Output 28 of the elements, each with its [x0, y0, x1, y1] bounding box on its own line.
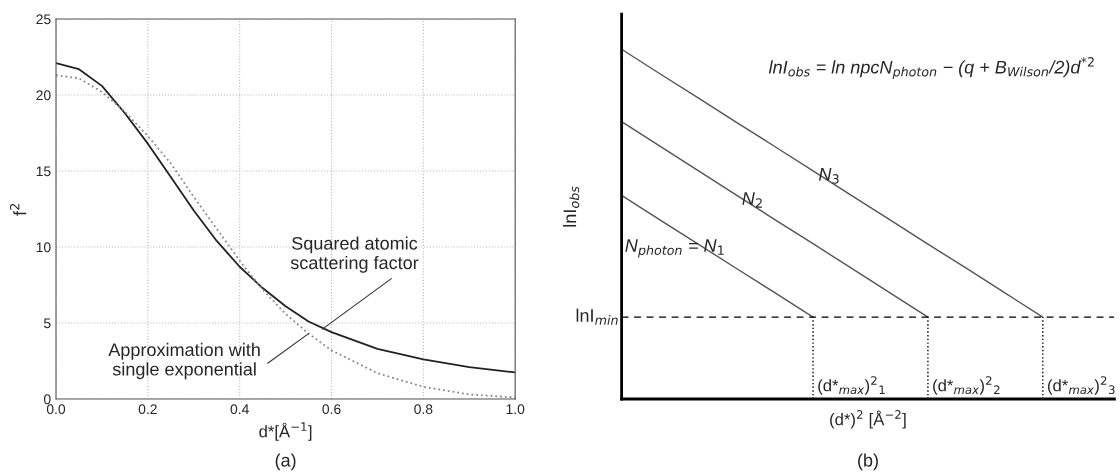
annotation: lnI$_{obs}$ = ln npcN$_{photon}$ − (q + B$_{Wilson}$/2)d$^{*2}$: [768, 57, 1094, 79]
y-axis-title: lnI$_{obs}$: [563, 186, 580, 227]
y-axis-title: f$^{2}$: [9, 203, 27, 216]
x-tick-label: 0.6: [322, 404, 341, 415]
x-tick-label: 1.0: [506, 404, 525, 415]
x-axis-title: (d*)$^{2}$ [Å$^{−2}$]: [830, 410, 906, 429]
series-label: N$_{photon}$ = N$_{1}$: [625, 239, 724, 258]
text: (a): [275, 453, 296, 471]
y-tick-label: 20: [36, 90, 51, 101]
annotation: (d*$_{max}$)$^{2}$$_{2}$: [933, 376, 1000, 395]
ref-line-label: lnI$_{min}$: [576, 308, 618, 325]
y-tick-label: 0: [43, 394, 51, 405]
annotation: (d*$_{max}$)$^{2}$$_{1}$: [818, 376, 885, 395]
x-tick-label: 0.4: [230, 404, 249, 415]
y-tick-label: 15: [36, 166, 51, 177]
annotation: Squared atomic scattering factor: [290, 236, 419, 273]
y-tick-label: 10: [36, 242, 51, 253]
x-tick-label: 0.2: [138, 404, 157, 415]
x-tick-label: 0.8: [414, 404, 433, 415]
series-label: N$_{3}$: [818, 168, 839, 184]
x-tick-label: 0.0: [46, 404, 66, 415]
y-tick-label: 5: [43, 318, 51, 329]
series-label: N$_{2}$: [742, 192, 762, 208]
annotation: (d*$_{max}$)$^{2}$$_{3}$: [1048, 376, 1115, 395]
x-axis-title: d*[Å$^{−1}$]: [259, 422, 312, 441]
text: (b): [858, 453, 878, 471]
y-tick-label: 25: [36, 14, 51, 25]
annotation: Approximation with single exponential: [108, 342, 260, 380]
